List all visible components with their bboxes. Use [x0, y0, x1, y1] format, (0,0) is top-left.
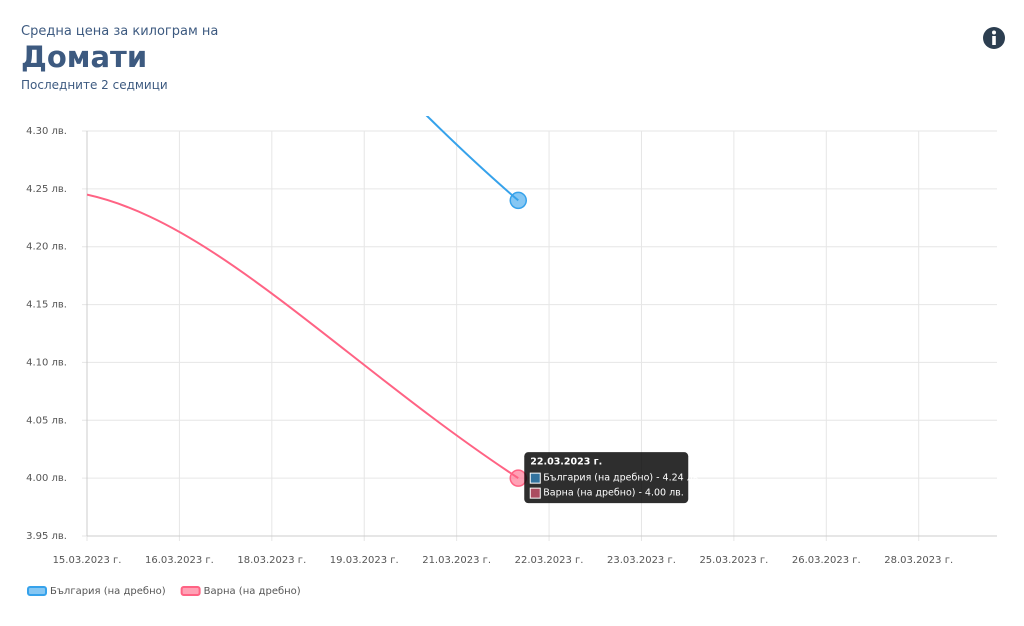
tooltip-box	[524, 452, 689, 504]
plot-area	[87, 116, 528, 487]
series-line	[87, 193, 519, 479]
info-icon[interactable]	[982, 26, 1006, 50]
x-tick-label: 23.03.2023 г.	[607, 555, 676, 566]
x-tick-label: 21.03.2023 г.	[422, 555, 491, 566]
tooltip-swatch	[529, 472, 541, 484]
x-tick-label: 15.03.2023 г.	[53, 555, 122, 566]
x-tick-label: 18.03.2023 г.	[237, 555, 306, 566]
y-tick-label: 3.95 лв.	[26, 531, 67, 542]
x-tick-label: 26.03.2023 г.	[792, 555, 861, 566]
tooltip-item: Варна (на дребно) - 4.00 лв.	[543, 488, 684, 499]
x-tick-label: 19.03.2023 г.	[330, 555, 399, 566]
tooltip-swatch	[529, 487, 541, 499]
product-title: Домати	[21, 40, 148, 74]
tooltip-title: 22.03.2023 г.	[530, 457, 602, 468]
y-tick-label: 4.00 лв.	[26, 473, 67, 484]
legend-swatch	[180, 586, 201, 596]
x-tick-label: 16.03.2023 г.	[145, 555, 214, 566]
tooltip-item: България (на дребно) - 4.24 лв.	[543, 473, 701, 484]
y-tick-label: 4.05 лв.	[26, 415, 67, 426]
legend-swatch	[27, 586, 47, 596]
data-point	[509, 469, 528, 487]
period: Последните 2 седмици	[21, 78, 168, 92]
kicker: Средна цена за килограм на	[21, 24, 219, 39]
legend-label: България (на дребно)	[50, 586, 166, 597]
x-tick-label: 22.03.2023 г.	[515, 555, 584, 566]
data-point	[509, 191, 528, 210]
y-tick-label: 4.25 лв.	[26, 184, 67, 195]
y-tick-label: 4.20 лв.	[26, 242, 67, 253]
y-tick-label: 4.15 лв.	[26, 300, 67, 311]
y-tick-label: 4.30 лв.	[26, 126, 67, 137]
series-line	[425, 116, 519, 202]
x-tick-label: 28.03.2023 г.	[884, 555, 953, 566]
x-tick-label: 25.03.2023 г.	[699, 555, 768, 566]
y-tick-label: 4.10 лв.	[26, 357, 67, 368]
legend-label: Варна (на дребно)	[204, 586, 301, 597]
